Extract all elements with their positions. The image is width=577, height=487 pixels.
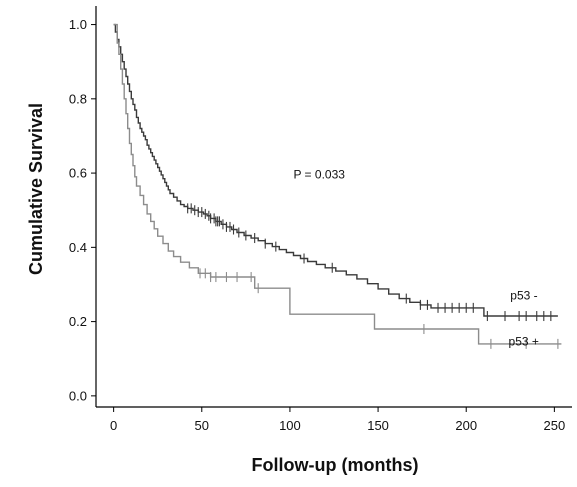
censor-marks (187, 203, 559, 349)
x-tick-label: 200 (455, 418, 477, 433)
series-label: p53 + (509, 335, 539, 349)
survival-curve-p53-negative (113, 23, 558, 317)
x-tick-label: 100 (279, 418, 301, 433)
y-axis-title: Cumulative Survival (26, 103, 46, 275)
series-label: p53 - (510, 288, 537, 302)
y-tick-label: 1.0 (69, 17, 87, 32)
p-value-annotation: P = 0.033 (293, 168, 345, 182)
x-tick-label: 50 (195, 418, 209, 433)
survival-curve-p53-positive (113, 23, 562, 345)
y-tick-label: 0.6 (69, 166, 87, 181)
axes: 0.0 0.2 0.4 0.6 0.8 1.0 0 50 100 150 200 250 (69, 6, 572, 433)
y-tick-label: 0.4 (69, 240, 87, 255)
x-tick-label: 250 (544, 418, 566, 433)
curves (113, 23, 562, 345)
x-tick-label: 0 (110, 418, 117, 433)
x-tick-label: 150 (367, 418, 389, 433)
y-tick-label: 0.2 (69, 314, 87, 329)
y-tick-label: 0.8 (69, 91, 87, 106)
series-labels: P = 0.033 p53 - p53 + (293, 168, 538, 349)
x-axis-title: Follow-up (months) (252, 455, 419, 475)
y-tick-label: 0.0 (69, 388, 87, 403)
